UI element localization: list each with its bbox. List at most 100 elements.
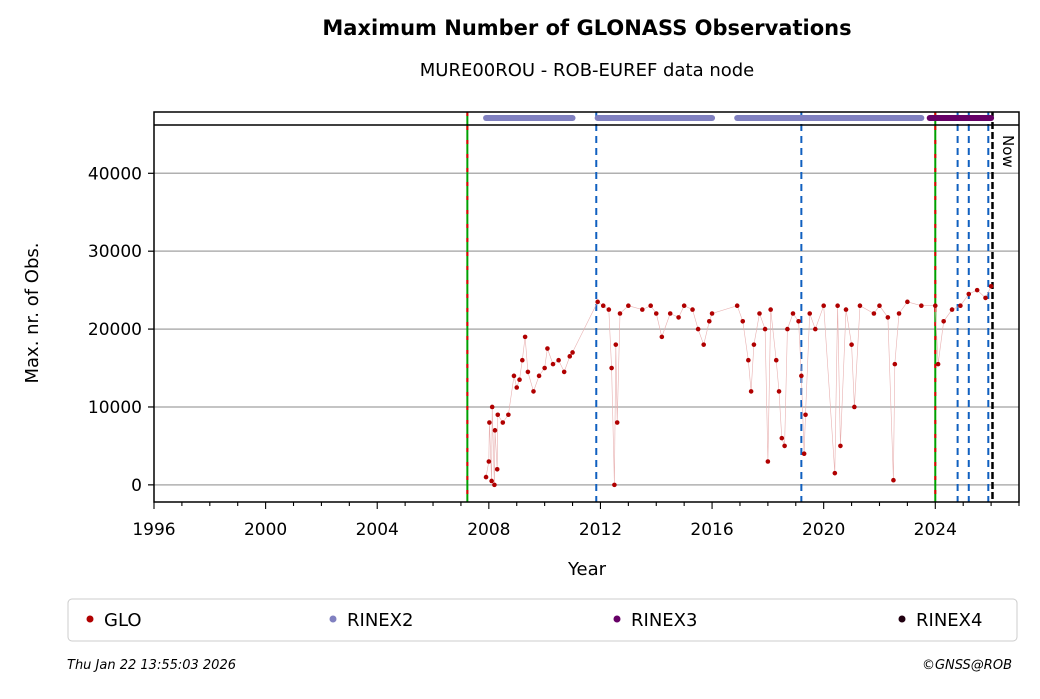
glo-data-point — [520, 357, 525, 363]
glo-data-point — [701, 342, 706, 347]
glo-data-point — [489, 478, 494, 484]
legend-label-glo: GLO — [104, 610, 142, 631]
glo-data-point — [799, 373, 804, 379]
glo-data-point — [500, 420, 506, 425]
glo-data-point — [785, 326, 790, 332]
glo-data-point — [751, 342, 757, 347]
glo-data-point — [709, 311, 715, 316]
glo-data-point — [613, 342, 619, 347]
x-tick-label: 2000 — [244, 520, 287, 540]
glo-data-point — [935, 361, 941, 367]
now-label: Now — [999, 135, 1017, 168]
glo-data-point — [790, 311, 796, 316]
chart-title: Maximum Number of GLONASS Observations — [322, 16, 852, 40]
glo-data-point — [614, 420, 620, 425]
glo-data-point — [905, 299, 910, 305]
glo-data-point — [695, 326, 701, 332]
glo-data-point — [803, 412, 808, 418]
glo-data-point — [706, 318, 712, 324]
glo-data-point — [556, 357, 561, 363]
glo-data-point — [762, 326, 768, 332]
glo-data-point — [765, 459, 771, 464]
glo-data-point — [807, 311, 813, 316]
glo-data-point — [536, 373, 542, 379]
glo-data-point — [896, 311, 902, 316]
glo-data-point — [801, 451, 807, 457]
glo-data-point — [525, 369, 531, 375]
glo-data-point — [570, 350, 575, 355]
y-tick-label: 20000 — [88, 320, 142, 340]
glo-data-point — [782, 443, 787, 449]
y-tick-label: 30000 — [88, 242, 142, 262]
glo-data-point — [768, 307, 773, 312]
glo-data-point — [958, 303, 963, 309]
legend-marker-rinex2 — [329, 615, 337, 623]
x-tick-label: 2004 — [356, 520, 399, 540]
glo-data-point — [483, 474, 489, 480]
glo-data-point — [757, 311, 762, 316]
glo-series-line — [485, 286, 992, 485]
axes-frame — [153, 111, 1020, 503]
glo-data-point — [877, 303, 882, 309]
glo-data-point — [885, 315, 891, 320]
legend-label-rinex4: RINEX4 — [916, 610, 982, 631]
glo-data-point — [492, 428, 498, 433]
glo-data-point — [843, 307, 849, 312]
glo-data-point — [779, 435, 785, 441]
glo-data-point — [773, 357, 779, 363]
glo-data-point — [494, 466, 500, 472]
glo-data-point — [659, 334, 665, 340]
x-tick-label: 2012 — [579, 520, 622, 540]
glo-data-point — [495, 412, 501, 418]
glo-data-point — [486, 459, 492, 464]
x-tick-label: 2016 — [690, 520, 733, 540]
glo-data-point — [740, 318, 746, 324]
glo-data-point — [892, 361, 898, 367]
legend-marker-glo — [86, 615, 94, 623]
x-axis-label: Year — [567, 559, 607, 580]
glo-data-point — [941, 318, 946, 324]
glo-data-point — [852, 404, 857, 410]
glo-data-point — [966, 291, 972, 297]
glo-data-point — [748, 389, 754, 394]
y-tick-label: 40000 — [88, 164, 142, 184]
glo-data-point — [550, 361, 556, 367]
glo-data-point — [676, 315, 681, 320]
glo-data-point — [492, 482, 497, 488]
glo-data-point — [821, 303, 826, 309]
glo-data-point — [487, 420, 492, 425]
glo-data-point — [511, 373, 517, 379]
glo-data-point — [871, 311, 877, 316]
glo-data-point — [988, 283, 994, 289]
legend-label-rinex3: RINEX3 — [631, 610, 697, 631]
glo-data-point — [542, 365, 547, 371]
glo-data-point — [949, 307, 955, 312]
glo-data-point — [932, 303, 938, 309]
footer-copyright: ©GNSS@ROB — [921, 658, 1012, 673]
y-axis-label: Max. nr. of Obs. — [22, 242, 43, 383]
glo-data-point — [648, 303, 653, 309]
legend-marker-rinex3 — [613, 615, 621, 623]
glo-data-point — [983, 295, 988, 301]
glo-data-point — [974, 287, 980, 293]
glo-data-point — [681, 303, 687, 309]
glo-data-point — [561, 369, 567, 375]
glo-data-point — [653, 311, 659, 316]
y-tick-label: 10000 — [88, 398, 142, 418]
glo-data-point — [600, 303, 606, 309]
glo-data-point — [734, 303, 740, 309]
glo-data-point — [891, 477, 896, 483]
chart-subtitle: MURE00ROU - ROB-EUREF data node — [419, 60, 755, 81]
glo-data-point — [606, 307, 612, 312]
glo-data-point — [667, 311, 673, 316]
glo-data-point — [489, 404, 495, 410]
glo-data-point — [796, 318, 801, 324]
y-tick-label: 0 — [131, 476, 142, 496]
glo-data-point — [919, 303, 924, 309]
glo-data-point — [545, 346, 550, 351]
glo-data-point — [522, 334, 528, 340]
glo-data-point — [838, 443, 843, 449]
glo-data-point — [506, 412, 511, 418]
glo-data-point — [857, 303, 863, 309]
